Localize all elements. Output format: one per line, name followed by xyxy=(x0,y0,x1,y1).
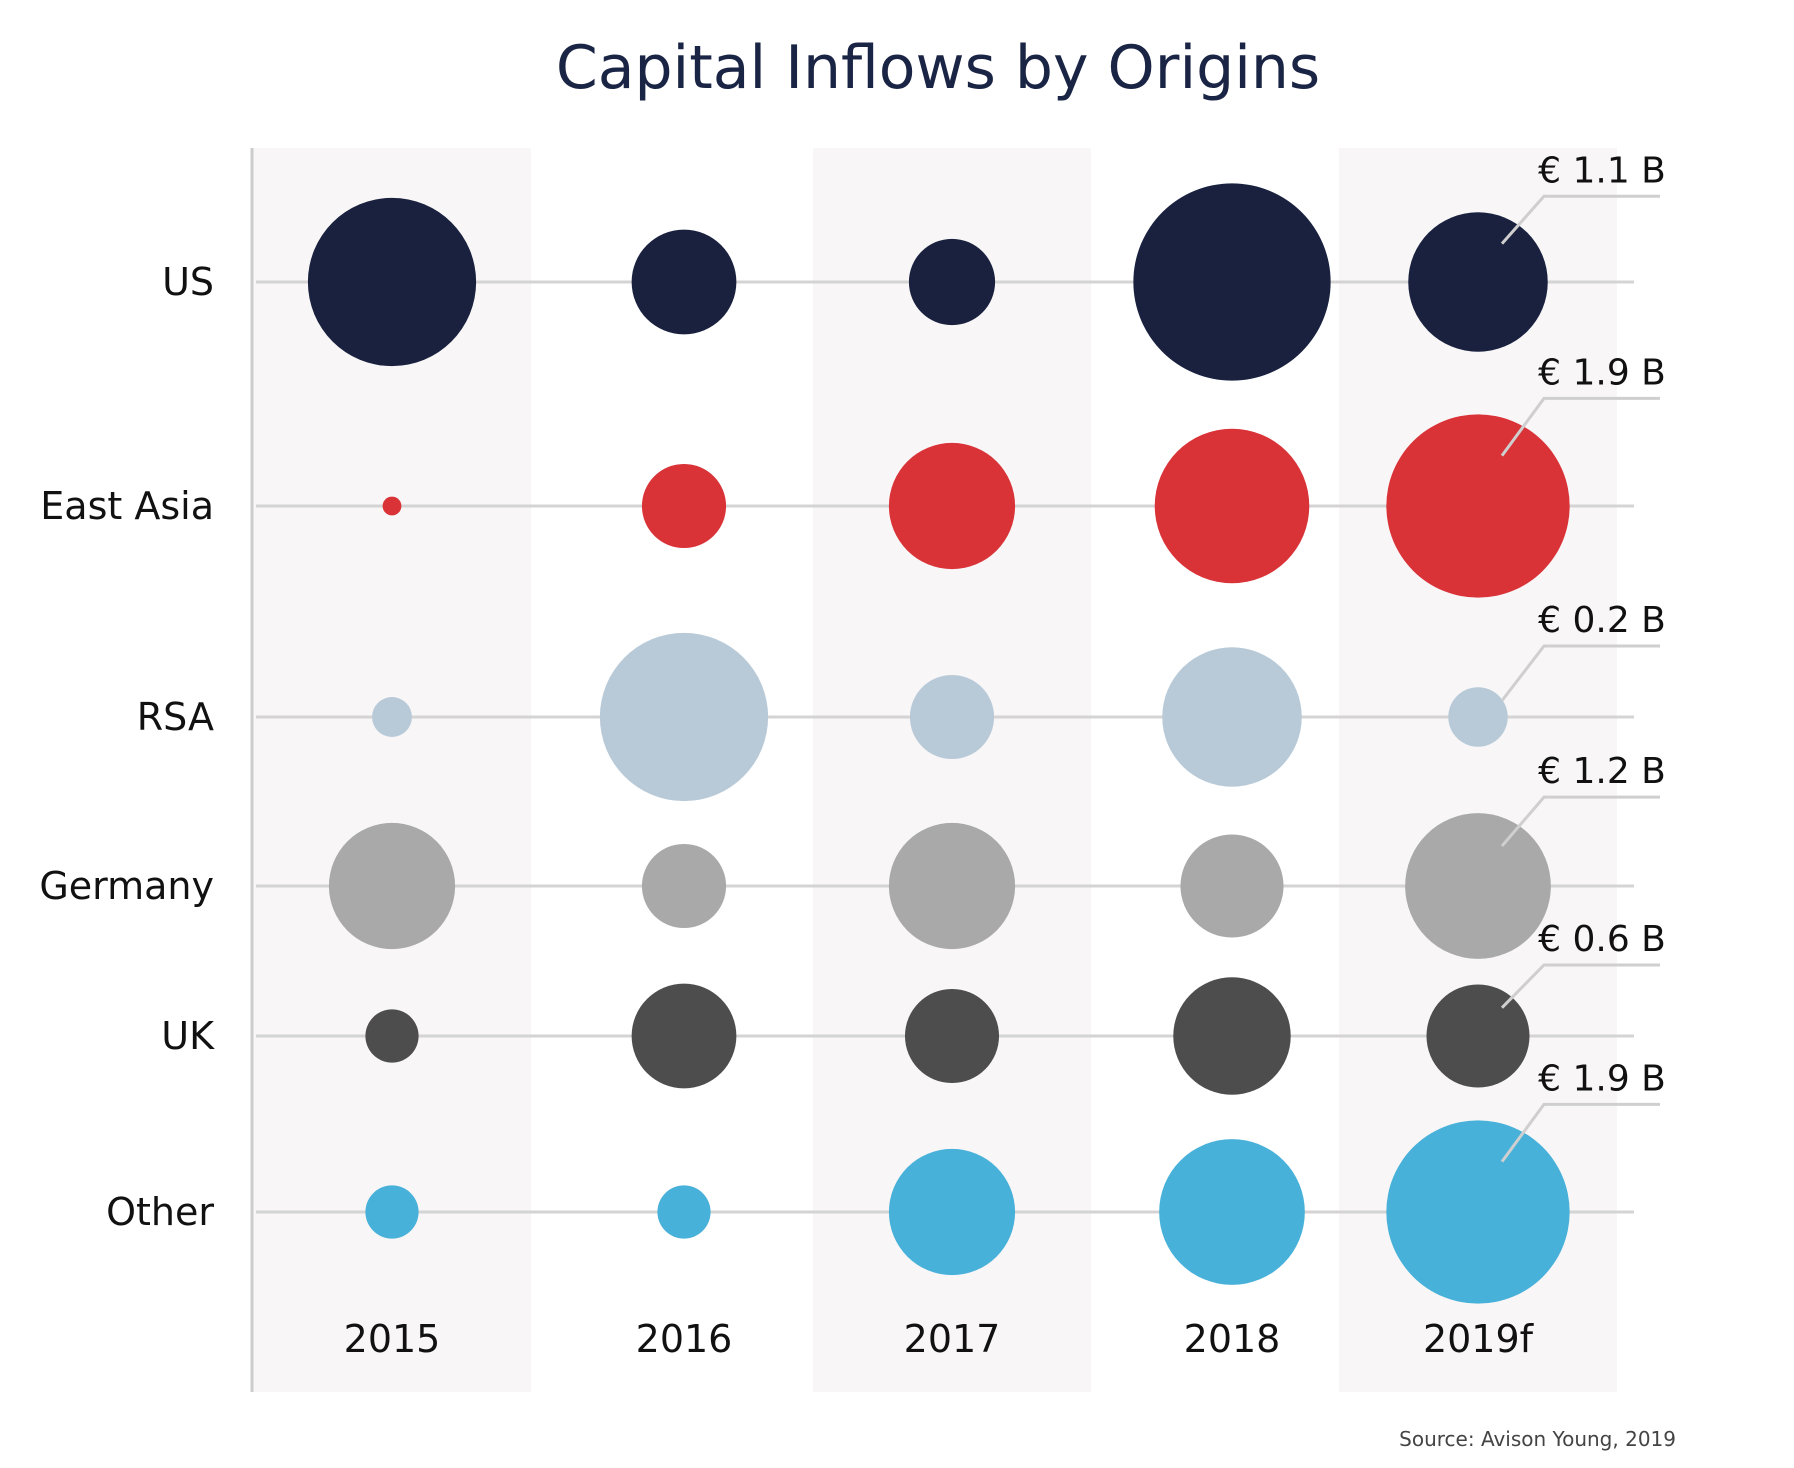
value-callouts: € 1.1 B € 1.9 B € 0.2 B € 1.2 B € 0.6 B € 1.9… xyxy=(1500,150,1666,1163)
bubble-uk-2019f xyxy=(1426,984,1530,1088)
bubble-germany-2015 xyxy=(328,822,456,950)
bubble-us-2017 xyxy=(908,238,996,326)
bubble-uk-2017 xyxy=(904,988,1000,1084)
bubble-rsa-2018 xyxy=(1162,647,1302,787)
bubble-germany-2016 xyxy=(641,843,727,929)
bubble-other-2015 xyxy=(365,1185,419,1239)
bubble-east-asia-2016 xyxy=(641,463,727,549)
bubble-east-asia-2017 xyxy=(888,442,1016,570)
bubble-us-2016 xyxy=(631,229,737,335)
row-label-other: Other xyxy=(106,1190,214,1234)
value-label-us: € 1.1 B xyxy=(1538,150,1666,191)
bubble-east-asia-2018 xyxy=(1154,428,1310,584)
value-label-other: € 1.9 B xyxy=(1538,1058,1666,1099)
value-label-uk: € 0.6 B xyxy=(1538,919,1666,960)
row-label-uk: UK xyxy=(161,1014,215,1058)
source-note: Source: Avison Young, 2019 xyxy=(1399,1427,1676,1451)
bubble-other-2017 xyxy=(888,1148,1016,1276)
bubble-germany-2019f xyxy=(1405,813,1551,959)
year-label-2019f: 2019f xyxy=(1423,1317,1535,1361)
callout-leader-uk xyxy=(1500,963,1660,1009)
bubble-other-2019f xyxy=(1386,1120,1570,1304)
value-label-rsa: € 0.2 B xyxy=(1538,600,1666,641)
callout-leader-east-asia xyxy=(1500,396,1660,457)
bubbles xyxy=(307,183,1570,1304)
year-label-2017: 2017 xyxy=(904,1317,1001,1361)
year-label-2018: 2018 xyxy=(1184,1317,1281,1361)
bubble-rsa-2019f xyxy=(1448,687,1508,747)
bubble-rsa-2015 xyxy=(372,697,412,737)
callout-leader-germany xyxy=(1500,795,1660,847)
year-labels: 2015 2016 2017 2018 2019f xyxy=(344,1317,1535,1361)
row-label-germany: Germany xyxy=(39,864,214,908)
callout-leader-us xyxy=(1500,194,1660,245)
row-labels: US East Asia RSA Germany UK Other xyxy=(39,260,215,1234)
row-label-us: US xyxy=(162,260,214,304)
year-label-2016: 2016 xyxy=(636,1317,733,1361)
bubble-rsa-2017 xyxy=(909,674,995,760)
row-label-rsa: RSA xyxy=(137,695,214,739)
value-label-germany: € 1.2 B xyxy=(1538,751,1666,792)
bubble-uk-2018 xyxy=(1173,977,1291,1095)
row-label-east-asia: East Asia xyxy=(40,484,214,528)
bubble-other-2018 xyxy=(1159,1139,1305,1285)
bubble-rsa-2016 xyxy=(599,632,769,802)
callout-leader-other xyxy=(1500,1102,1660,1163)
bubble-uk-2015 xyxy=(365,1009,419,1063)
bubble-east-asia-2015 xyxy=(382,496,402,516)
bubble-uk-2016 xyxy=(631,983,737,1089)
bubble-us-2019f xyxy=(1408,212,1548,352)
bubble-other-2016 xyxy=(657,1185,711,1239)
bubble-germany-2017 xyxy=(888,822,1016,950)
value-label-east-asia: € 1.9 B xyxy=(1538,352,1666,393)
year-label-2015: 2015 xyxy=(344,1317,441,1361)
bubble-us-2015 xyxy=(307,197,477,367)
bubble-east-asia-2019f xyxy=(1386,414,1570,598)
bubble-germany-2018 xyxy=(1180,834,1284,938)
bubble-us-2018 xyxy=(1133,183,1331,381)
chart-title: Capital Inflows by Origins xyxy=(556,33,1320,103)
callout-leader-rsa xyxy=(1500,644,1660,702)
